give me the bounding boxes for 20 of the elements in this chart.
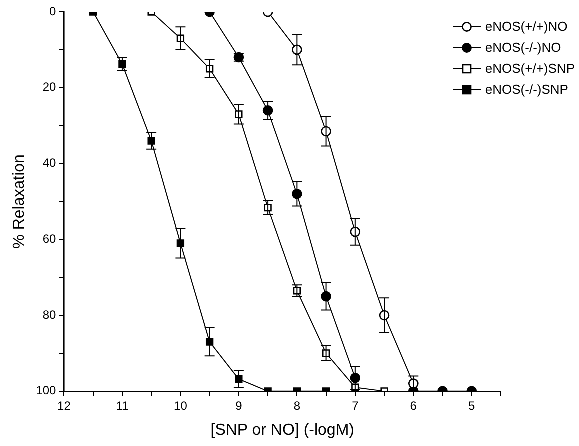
x-tick-label: 12	[58, 398, 72, 413]
y-tick-label: 100	[36, 384, 57, 398]
y-tick-label: 0	[50, 4, 57, 18]
x-tick-label: 6	[410, 398, 418, 413]
x-tick-label: 7	[352, 398, 360, 413]
legend-label: eNOS(-/-)SNP	[485, 82, 568, 97]
y-tick-label: 40	[42, 156, 57, 170]
legend-label: eNOS(+/+)SNP	[485, 61, 575, 76]
x-axis-title: [SNP or NO] (-logM)	[210, 422, 354, 439]
x-tick-label: 8	[294, 398, 301, 413]
x-tick-label: 10	[174, 398, 188, 413]
legend-label: eNOS(-/-)NO	[485, 40, 562, 55]
y-tick-label: 80	[42, 308, 57, 322]
x-tick-label: 11	[116, 398, 130, 413]
y-tick-label: 20	[42, 80, 57, 94]
x-tick-label: 9	[236, 398, 243, 413]
x-tick-label: 5	[468, 398, 476, 413]
y-tick-label: 60	[42, 232, 57, 246]
legend-label: eNOS(+/+)NO	[485, 19, 568, 34]
y-axis-title: % Relaxation	[11, 154, 28, 249]
